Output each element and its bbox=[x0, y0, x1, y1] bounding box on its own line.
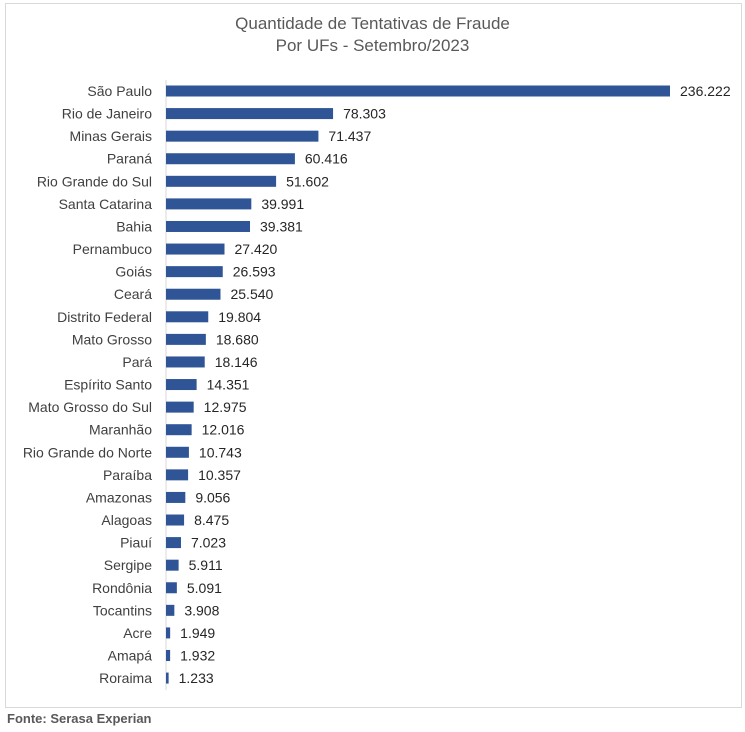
data-label: 8.475 bbox=[194, 512, 229, 528]
data-label: 236.222 bbox=[680, 83, 731, 99]
category-label: Bahia bbox=[116, 218, 152, 234]
data-label: 39.381 bbox=[260, 218, 303, 234]
category-label: Tocantins bbox=[93, 602, 152, 618]
category-label: Sergipe bbox=[104, 557, 152, 573]
bar bbox=[166, 153, 295, 165]
data-label: 5.911 bbox=[189, 557, 223, 573]
bar bbox=[166, 604, 175, 616]
data-label: 10.357 bbox=[198, 467, 241, 483]
data-label: 1.932 bbox=[180, 648, 215, 664]
category-label: Santa Catarina bbox=[59, 196, 153, 212]
category-label: Paraná bbox=[107, 151, 152, 167]
bar-chart: São Paulo 236.222 Rio de Janeiro 78.303 Mina… bbox=[23, 80, 731, 690]
chart-title: Quantidade de Tentativas de Fraude Por U… bbox=[0, 13, 745, 57]
bar bbox=[166, 85, 670, 97]
data-label: 51.602 bbox=[286, 173, 329, 189]
bar bbox=[166, 582, 177, 594]
bar bbox=[166, 288, 221, 300]
bar bbox=[166, 491, 186, 503]
bar bbox=[166, 672, 169, 684]
category-label: Goiás bbox=[115, 264, 152, 280]
data-label: 19.804 bbox=[218, 309, 261, 325]
category-label: Mato Grosso do Sul bbox=[28, 399, 152, 415]
category-label: Alagoas bbox=[101, 512, 152, 528]
category-label: Espírito Santo bbox=[64, 377, 152, 393]
data-label: 9.056 bbox=[195, 489, 230, 505]
bar bbox=[166, 130, 319, 142]
bar bbox=[166, 311, 209, 323]
data-label: 12.975 bbox=[204, 399, 247, 415]
bar bbox=[166, 333, 206, 345]
data-label: 60.416 bbox=[305, 151, 348, 167]
category-label: Rio Grande do Sul bbox=[37, 173, 152, 189]
category-label: Maranhão bbox=[89, 422, 152, 438]
data-label: 12.016 bbox=[202, 422, 245, 438]
category-label: São Paulo bbox=[87, 83, 152, 99]
bar bbox=[166, 198, 252, 210]
data-label: 78.303 bbox=[343, 106, 386, 122]
category-label: Piauí bbox=[120, 535, 152, 551]
bar bbox=[166, 559, 179, 571]
category-label: Amazonas bbox=[86, 489, 152, 505]
bar bbox=[166, 266, 223, 278]
data-label: 18.146 bbox=[215, 354, 258, 370]
category-label: Pará bbox=[122, 354, 152, 370]
data-label: 71.437 bbox=[328, 128, 371, 144]
data-label: 5.091 bbox=[187, 580, 222, 596]
category-label: Minas Gerais bbox=[70, 128, 152, 144]
data-label: 1.949 bbox=[180, 625, 215, 641]
bar bbox=[166, 379, 197, 391]
data-label: 25.540 bbox=[230, 286, 273, 302]
bar bbox=[166, 537, 181, 549]
data-label: 18.680 bbox=[216, 331, 259, 347]
chart-frame bbox=[5, 3, 742, 708]
bar bbox=[166, 627, 171, 639]
bar bbox=[166, 356, 205, 368]
bar bbox=[166, 108, 334, 120]
data-label: 10.743 bbox=[199, 444, 242, 460]
data-label: 7.023 bbox=[191, 535, 226, 551]
data-label: 14.351 bbox=[207, 377, 250, 393]
category-label: Acre bbox=[123, 625, 152, 641]
bar bbox=[166, 175, 277, 187]
data-label: 26.593 bbox=[233, 264, 276, 280]
category-label: Distrito Federal bbox=[57, 309, 152, 325]
chart-title-line-1: Quantidade de Tentativas de Fraude bbox=[235, 14, 510, 33]
category-label: Ceará bbox=[114, 286, 152, 302]
category-label: Rio Grande do Norte bbox=[23, 444, 152, 460]
bar bbox=[166, 424, 192, 436]
bar bbox=[166, 220, 251, 232]
data-label: 3.908 bbox=[184, 602, 219, 618]
bar bbox=[166, 446, 189, 458]
category-label: Rio de Janeiro bbox=[62, 106, 152, 122]
bar bbox=[166, 469, 189, 481]
bar bbox=[166, 243, 225, 255]
data-label: 27.420 bbox=[235, 241, 278, 257]
category-label: Amapá bbox=[108, 648, 153, 664]
bar bbox=[166, 514, 185, 526]
bar bbox=[166, 650, 171, 661]
data-label: 1.233 bbox=[179, 670, 214, 686]
source-note: Fonte: Serasa Experian bbox=[7, 711, 152, 726]
category-label: Roraima bbox=[99, 670, 152, 686]
bar bbox=[166, 401, 194, 413]
category-label: Mato Grosso bbox=[72, 331, 152, 347]
category-label: Pernambuco bbox=[73, 241, 153, 257]
data-label: 39.991 bbox=[261, 196, 304, 212]
category-label: Rondônia bbox=[92, 580, 152, 596]
category-label: Paraíba bbox=[103, 467, 152, 483]
chart-title-line-2: Por UFs - Setembro/2023 bbox=[275, 36, 470, 55]
